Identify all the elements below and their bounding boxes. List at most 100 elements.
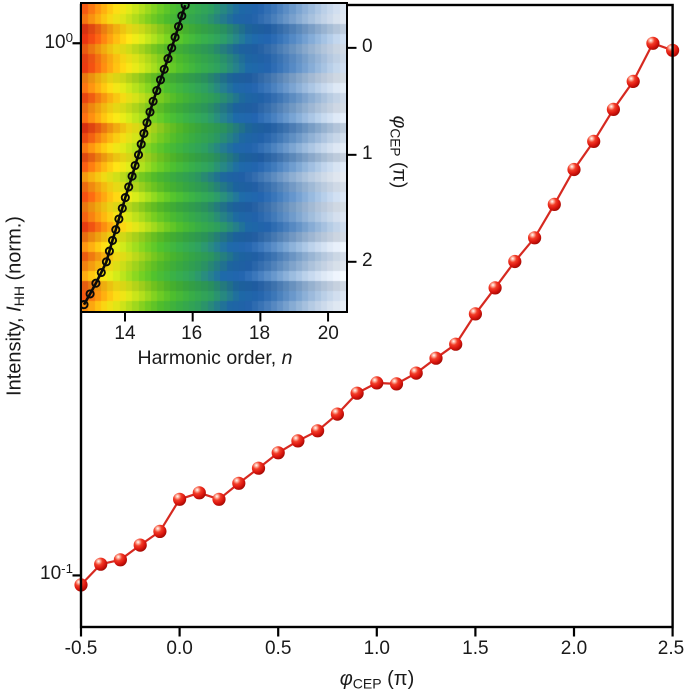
inset-ylabel-units: (π) [388, 156, 411, 189]
data-point-sphere [291, 434, 305, 448]
x-tick: 0.5 [264, 638, 292, 659]
trace-marker [111, 225, 121, 235]
trace-marker [167, 43, 177, 53]
inset-trace-overlay [82, 4, 190, 310]
inset-xlabel-prefix: Harmonic order, [137, 347, 282, 369]
xlabel-subscript: CEP [352, 675, 382, 692]
x-tick: 2.0 [560, 638, 588, 659]
x-tick: 2.5 [657, 638, 685, 659]
inset-x-tick: 14 [114, 323, 136, 344]
trace-marker [145, 107, 155, 117]
data-point-sphere [409, 366, 423, 380]
data-point-sphere [567, 162, 581, 177]
main-y-axis-label: Intensity, IHH (norm.) [3, 216, 27, 396]
data-point-sphere [646, 36, 660, 50]
inset-heatmap [82, 4, 346, 311]
trace-marker [148, 96, 158, 106]
data-point-sphere [271, 446, 285, 460]
y-tick-1e-1: 10-1 [40, 561, 73, 585]
data-point-sphere [251, 461, 266, 475]
inset-x-axis-label: Harmonic order, n [138, 347, 293, 370]
inset-ylabel-symbol: φ [388, 115, 411, 129]
ylabel-suffix: (norm.) [3, 216, 26, 287]
data-point-sphere [311, 424, 325, 438]
data-point-sphere [94, 557, 108, 571]
y-tick-exp: 0 [65, 30, 73, 45]
y-tick-1e0: 100 [44, 30, 73, 54]
trace-marker [130, 160, 140, 171]
x-tick: -0.5 [64, 638, 98, 659]
inset-y-axis-label: φCEP (π) [387, 116, 410, 189]
data-point-sphere [153, 524, 167, 539]
trace-marker [117, 203, 127, 213]
inset-ylabel-subscript: CEP [387, 128, 403, 157]
data-point-sphere [74, 578, 88, 592]
trace-marker [124, 182, 134, 192]
inset-xlabel-symbol: n [281, 347, 293, 369]
trace-marker [139, 128, 149, 138]
trace-marker [101, 257, 111, 267]
inset-x-tick: 18 [248, 323, 271, 344]
trace-marker [155, 75, 166, 85]
trace-marker [85, 289, 95, 299]
trace-marker [120, 193, 130, 203]
inset-y-tick: 1 [362, 143, 373, 164]
trace-marker [136, 139, 146, 149]
y-tick-base: 10 [44, 31, 66, 53]
data-point-sphere [429, 351, 443, 365]
trace-marker [133, 150, 144, 160]
data-point-sphere [528, 231, 542, 245]
inset-heatmap-box [80, 2, 348, 313]
data-point-sphere [449, 337, 463, 351]
trace-marker [170, 32, 180, 42]
y-tick-exp: -1 [61, 561, 73, 576]
data-point-sphere [606, 102, 621, 116]
x-tick: 1.5 [462, 638, 489, 659]
trace-marker [180, 4, 190, 10]
inset-y-tick: 0 [362, 36, 373, 57]
trace-marker [142, 118, 152, 128]
data-point-sphere [587, 134, 601, 148]
trace-marker [163, 54, 173, 64]
xlabel-units: (π) [381, 668, 415, 690]
main-x-axis-label: φCEP (π) [340, 668, 415, 692]
trace-marker [114, 214, 124, 224]
x-tick: 1.0 [363, 638, 391, 659]
trace-marker [96, 267, 106, 278]
x-tick: 0.0 [166, 638, 193, 659]
ylabel-subscript: HH [10, 286, 27, 307]
ylabel-prefix: Intensity, [3, 311, 26, 396]
trace-marker [104, 246, 114, 256]
data-point-sphere [113, 553, 127, 567]
trace-marker [107, 235, 118, 245]
data-point-sphere [468, 307, 482, 321]
data-point-sphere [192, 486, 206, 500]
data-point-sphere [370, 376, 384, 390]
data-point-sphere [212, 492, 226, 506]
xlabel-symbol: φ [339, 668, 353, 690]
trace-marker [173, 21, 184, 32]
data-point-sphere [232, 476, 246, 490]
data-point-sphere [133, 538, 147, 552]
trace-marker [177, 11, 187, 21]
inset-x-tick: 20 [317, 323, 339, 344]
data-point-sphere [173, 492, 187, 506]
trace-marker [82, 300, 89, 310]
trace-marker [127, 171, 137, 181]
data-point-sphere [547, 197, 561, 211]
trace-marker [91, 278, 101, 288]
data-point-sphere [389, 377, 404, 391]
data-point-sphere [330, 407, 344, 421]
trace-marker [152, 86, 162, 96]
data-point-sphere [350, 386, 364, 400]
data-point-sphere [508, 254, 522, 269]
data-point-sphere [666, 43, 680, 57]
data-point-sphere [488, 281, 502, 295]
data-point-sphere [626, 74, 640, 88]
ylabel-symbol: I [3, 306, 26, 312]
inset-y-tick: 2 [362, 250, 373, 271]
inset-x-tick: 16 [181, 323, 203, 344]
trace-marker [159, 64, 169, 74]
y-tick-base: 10 [40, 562, 62, 584]
